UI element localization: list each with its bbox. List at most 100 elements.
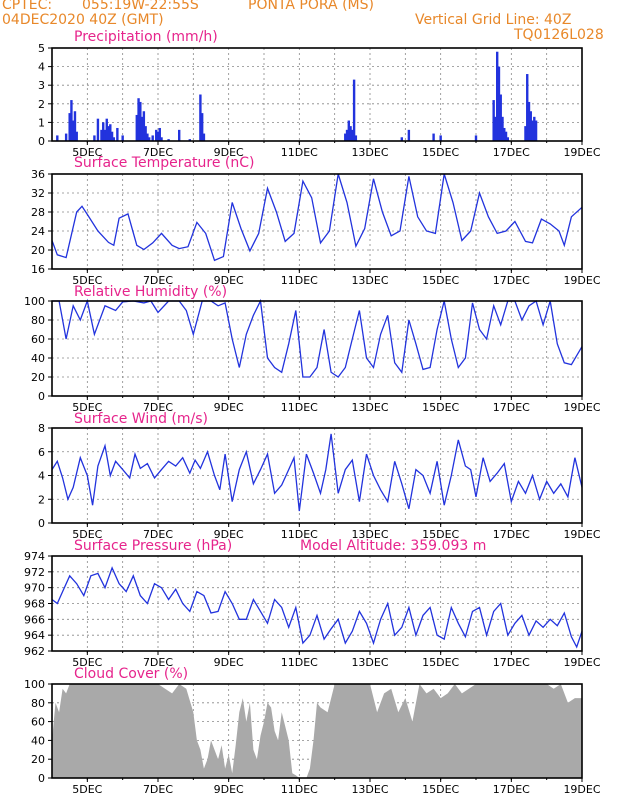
y-tick-label: 80 xyxy=(31,314,45,327)
x-tick-label: 15DEC xyxy=(422,401,459,414)
x-tick-label: 11DEC xyxy=(281,146,318,159)
panel-title: Surface Wind (m/s) xyxy=(74,411,208,427)
precip-bar xyxy=(75,131,78,141)
y-tick-label: 16 xyxy=(31,263,45,276)
panel-frame xyxy=(51,47,583,142)
y-tick-label: 5 xyxy=(38,42,45,55)
precip-bar xyxy=(345,129,349,141)
panel-title: Precipitation (mm/h) xyxy=(74,29,218,45)
y-tick-label: 60 xyxy=(31,716,45,729)
precip-bar xyxy=(112,137,116,141)
panel-5 xyxy=(48,683,583,782)
y-tick-label: 32 xyxy=(31,187,45,200)
y-tick-label: 100 xyxy=(24,678,45,691)
x-tick-label: 15DEC xyxy=(422,146,459,159)
y-tick-label: 2 xyxy=(38,98,45,111)
x-tick-label: 17DEC xyxy=(493,783,530,796)
x-tick-label: 15DEC xyxy=(422,274,459,287)
x-tick-label: 5DEC xyxy=(72,656,102,669)
x-tick-label: 11DEC xyxy=(281,401,318,414)
y-tick-label: 0 xyxy=(38,135,45,148)
precip-bar xyxy=(188,139,191,141)
x-tick-label: 17DEC xyxy=(493,146,530,159)
precip-bar xyxy=(72,120,75,141)
x-tick-label: 19DEC xyxy=(563,146,600,159)
precip-bar xyxy=(503,127,506,141)
panel-frame xyxy=(51,173,583,270)
x-tick-label: 5DEC xyxy=(72,274,102,287)
precip-bar xyxy=(524,126,527,141)
x-tick-label: 9DEC xyxy=(214,401,244,414)
x-tick-label: 11DEC xyxy=(281,783,318,796)
x-tick-label: 15DEC xyxy=(422,783,459,796)
y-tick-label: 8 xyxy=(38,422,45,435)
precip-bar xyxy=(494,116,497,141)
precip-bar xyxy=(105,118,108,141)
y-tick-label: 2 xyxy=(38,493,45,506)
y-tick-label: 28 xyxy=(31,206,45,219)
precip-bar xyxy=(73,111,77,141)
x-tick-label: 7DEC xyxy=(143,528,173,541)
x-tick-label: 9DEC xyxy=(214,146,244,159)
y-tick-label: 962 xyxy=(24,645,45,658)
x-tick-label: 13DEC xyxy=(351,783,388,796)
y-tick-label: 20 xyxy=(31,371,45,384)
x-tick-label: 17DEC xyxy=(493,528,530,541)
y-tick-label: 966 xyxy=(24,613,45,626)
precip-bar xyxy=(533,116,536,141)
y-tick-label: 20 xyxy=(31,244,45,257)
panel-0 xyxy=(48,47,583,145)
precip-bar xyxy=(352,79,356,141)
header-grid-note: Vertical Grid Line: 40Z xyxy=(415,12,572,28)
y-tick-label: 100 xyxy=(24,295,45,308)
precip-bar xyxy=(439,135,442,141)
precip-bar xyxy=(492,100,495,141)
header-coords: 055:19W-22:55S xyxy=(82,0,199,13)
cloud-area xyxy=(52,684,582,778)
x-tick-label: 19DEC xyxy=(563,401,600,414)
x-tick-label: 13DEC xyxy=(351,146,388,159)
x-tick-label: 11DEC xyxy=(281,656,318,669)
precip-bar xyxy=(102,122,105,141)
x-tick-label: 17DEC xyxy=(493,274,530,287)
y-tick-label: 970 xyxy=(24,582,45,595)
series-line xyxy=(51,173,583,262)
panel-3 xyxy=(48,427,583,527)
y-tick-label: 80 xyxy=(31,697,45,710)
y-tick-label: 40 xyxy=(31,352,45,365)
y-tick-label: 0 xyxy=(38,517,45,530)
precip-bar xyxy=(167,139,170,141)
y-tick-label: 4 xyxy=(38,61,45,74)
precip-bar xyxy=(504,131,508,141)
precip-bar xyxy=(474,135,478,141)
panel-title: Relative Humidity (%) xyxy=(74,284,227,300)
precip-bar xyxy=(349,126,352,141)
header-date: 04DEC2020 40Z (GMT) xyxy=(2,12,164,28)
x-tick-label: 9DEC xyxy=(214,528,244,541)
x-tick-label: 19DEC xyxy=(563,528,600,541)
y-tick-label: 0 xyxy=(38,772,45,785)
model-altitude: Model Altitude: 359.093 m xyxy=(300,538,486,554)
precip-bar xyxy=(110,131,114,141)
y-tick-label: 4 xyxy=(38,470,45,483)
precip-bar xyxy=(526,74,529,141)
precip-bar xyxy=(344,133,347,141)
panel-title: Cloud Cover (%) xyxy=(74,666,188,682)
precip-bar xyxy=(178,129,181,141)
x-tick-label: 15DEC xyxy=(422,528,459,541)
precip-bar xyxy=(158,127,161,141)
precip-bar xyxy=(107,126,110,141)
precip-bar xyxy=(68,113,71,141)
x-tick-label: 7DEC xyxy=(143,656,173,669)
precip-bar xyxy=(534,120,538,141)
x-tick-label: 19DEC xyxy=(563,656,600,669)
x-tick-label: 19DEC xyxy=(563,783,600,796)
x-tick-label: 7DEC xyxy=(143,401,173,414)
y-tick-label: 60 xyxy=(31,333,45,346)
precip-bar xyxy=(354,135,358,141)
precip-bar xyxy=(103,129,107,141)
precip-bar xyxy=(531,120,534,141)
header-source: CPTEC: xyxy=(2,0,53,13)
panel-1 xyxy=(48,173,583,273)
panel-frame xyxy=(51,300,583,397)
